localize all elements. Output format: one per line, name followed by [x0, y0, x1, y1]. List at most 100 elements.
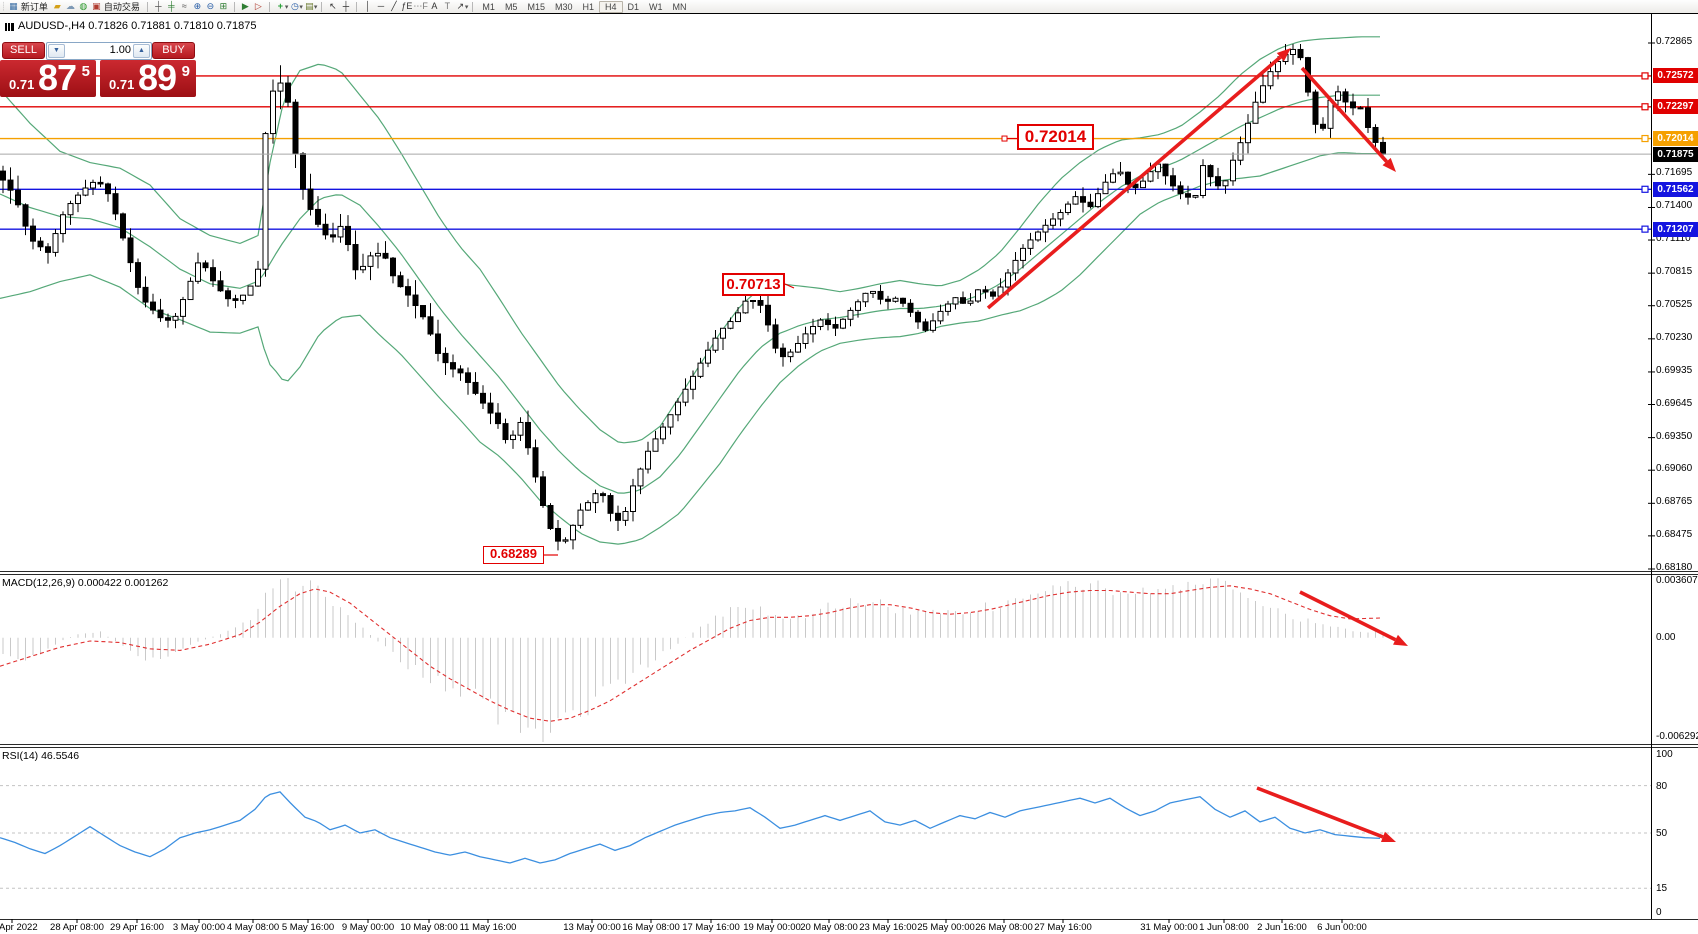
time-tick-label: 23 May 16:00 [859, 922, 917, 933]
trendline-tool-icon[interactable]: ╱ [391, 1, 397, 11]
price-annotation-0.70713[interactable]: 0.70713 [722, 273, 785, 296]
rsi-tick-label: 15 [1656, 883, 1668, 895]
timeframe-mn[interactable]: MN [672, 1, 687, 12]
buy-price-pip: 9 [181, 63, 190, 80]
bar-chart-mode-icon[interactable]: ┼ [155, 1, 162, 11]
zoom-in-icon[interactable]: ⊕ [193, 1, 202, 11]
time-tick-label: 20 May 08:00 [800, 922, 858, 933]
candle-chart-mode-icon[interactable]: ╪ [168, 1, 175, 11]
hline-marker [1641, 72, 1649, 80]
axis-price-box-0.71207[interactable]: 0.71207 [1653, 221, 1698, 237]
timeframe-m5[interactable]: M5 [504, 1, 518, 12]
time-tick-label: 17 May 16:00 [682, 922, 740, 933]
timeframe-h4[interactable]: H4 [599, 0, 623, 13]
new-order-label[interactable]: 新订单 [20, 2, 48, 12]
time-tick-label: 25 May 00:00 [917, 922, 975, 933]
templates-icon[interactable]: ▤ [305, 1, 314, 11]
sell-price-prefix: 0.71 [9, 77, 35, 92]
timeframe-w1[interactable]: W1 [649, 1, 663, 12]
timeframe-m15[interactable]: M15 [527, 1, 545, 12]
volume-spinner[interactable]: ▼ 1.00 ▲ [46, 42, 152, 60]
auto-scroll-icon[interactable]: ▶ [241, 1, 249, 11]
arrows-tool-icon[interactable]: ↗ [456, 1, 465, 11]
axis-price-box-0.71562[interactable]: 0.71562 [1653, 181, 1698, 197]
current-price-box: 0.71875 [1653, 146, 1698, 162]
price-annotation-0.68289[interactable]: 0.68289 [483, 546, 544, 564]
price-tick-label: 0.71695 [1656, 167, 1693, 179]
cursor-icon[interactable]: ↖ [329, 1, 337, 11]
price-tick-label: 0.69935 [1656, 364, 1693, 376]
trend-arrow-macd [1299, 590, 1397, 642]
macd-indicator-label: MACD(12,26,9) 0.000422 0.001262 [2, 577, 169, 589]
zoom-out-icon[interactable]: ⊖ [206, 1, 215, 11]
vertical-line-tool-icon[interactable]: │ [365, 1, 371, 11]
time-tick-label: 31 May 00:00 [1140, 922, 1198, 933]
volume-increase-button[interactable]: ▲ [133, 44, 150, 58]
volume-input[interactable]: 1.00 [109, 44, 131, 56]
time-tick-label: 2 Jun 16:00 [1257, 922, 1307, 933]
price-axis[interactable]: 0.72865 0.71695 0.71400 0.71110 0.70815 0.705… [1651, 14, 1698, 919]
autotrade-icon[interactable]: ▣ [92, 1, 101, 11]
chevron-down-icon[interactable]: ▾ [299, 3, 303, 11]
text-label-tool-icon[interactable]: T [444, 1, 451, 11]
sell-price-button[interactable]: 0.71 87 5 [0, 57, 96, 98]
price-tick-label: 0.71400 [1656, 200, 1693, 212]
new-order-icon[interactable]: ▦ [9, 1, 18, 11]
chart-shift-icon[interactable]: ▷ [254, 1, 262, 11]
axis-price-box-0.72297[interactable]: 0.72297 [1653, 99, 1698, 115]
ohlc-info: AUDUSD-,H4 0.71826 0.71881 0.71810 0.718… [18, 20, 257, 32]
fibonacci-fan-tool-icon[interactable]: ⋯F [413, 1, 428, 11]
toolbar-separator [233, 1, 235, 12]
price-tick-label: 0.71110 [1656, 233, 1691, 245]
axis-price-box-0.72014[interactable]: 0.72014 [1653, 131, 1698, 147]
price-annotation-0.72014[interactable]: 0.72014 [1017, 124, 1094, 150]
volume-decrease-button[interactable]: ▼ [48, 44, 65, 58]
toolbar-drag-handle[interactable]: ┊ [1, 2, 6, 11]
horizontal-line-tool-icon[interactable]: ─ [377, 1, 385, 11]
autotrade-label[interactable]: 自动交易 [103, 2, 140, 12]
time-tick-label: 27 Apr 2022 [0, 922, 38, 933]
toolbar-separator [268, 1, 270, 12]
time-tick-label: 5 May 16:00 [281, 922, 335, 933]
gold-icon[interactable]: ▰ [53, 1, 61, 11]
chevron-down-icon[interactable]: ▾ [284, 3, 289, 11]
crosshair-icon[interactable]: ┼ [342, 1, 350, 11]
periods-clock-icon[interactable]: ◷ [290, 1, 299, 11]
time-axis[interactable]: 27 Apr 2022 28 Apr 08:00 29 Apr 16:00 3 May… [0, 920, 1698, 934]
timeframe-m1[interactable]: M1 [482, 1, 495, 12]
sell-button[interactable]: SELL [2, 42, 45, 59]
add-indicator-icon[interactable]: + [277, 1, 283, 11]
one-click-trading-panel: SELL ▼ 1.00 ▲ BUY 0.71 87 5 0.71 89 9 [0, 40, 198, 98]
timeframe-d1[interactable]: D1 [627, 1, 640, 12]
rsi-tick-label: 80 [1656, 780, 1668, 792]
buy-price-main: 89 [138, 57, 177, 98]
rsi-indicator-label: RSI(14) 46.5546 [2, 750, 80, 762]
toolbar-separator [356, 1, 358, 12]
axis-price-box-0.72572[interactable]: 0.72572 [1653, 68, 1698, 84]
time-tick-label: 1 Jun 08:00 [1199, 922, 1249, 933]
macd-tick-label: 0.00 [1656, 631, 1676, 643]
toolbar-separator [321, 1, 323, 12]
chevron-down-icon[interactable]: ▾ [313, 3, 318, 11]
fibonacci-tool-icon[interactable]: ƒE [401, 1, 413, 11]
line-chart-mode-icon[interactable]: ≈ [181, 1, 187, 11]
time-tick-label: 11 May 16:00 [459, 922, 517, 933]
sell-price-main: 87 [38, 57, 77, 98]
rsi-tick-label: 50 [1656, 828, 1668, 839]
buy-button[interactable]: BUY [152, 42, 195, 59]
trend-arrow-rsi [1256, 786, 1384, 839]
account-cloud-icon[interactable]: ☁ [65, 1, 75, 11]
price-tick-label: 0.69645 [1656, 397, 1693, 409]
timeframe-h1[interactable]: H1 [582, 1, 594, 12]
buy-price-prefix: 0.71 [109, 77, 135, 92]
tile-windows-icon[interactable]: ⊞ [219, 1, 228, 11]
signal-icon[interactable]: ◍ [79, 1, 88, 11]
time-tick-label: 13 May 00:00 [563, 922, 621, 933]
buy-price-button[interactable]: 0.71 89 9 [100, 57, 196, 98]
timeframe-m30[interactable]: M30 [554, 1, 573, 12]
text-tool-icon[interactable]: A [431, 1, 438, 11]
chevron-down-icon[interactable]: ▾ [464, 3, 469, 11]
macd-tick-label: -0.006292 [1656, 730, 1698, 742]
